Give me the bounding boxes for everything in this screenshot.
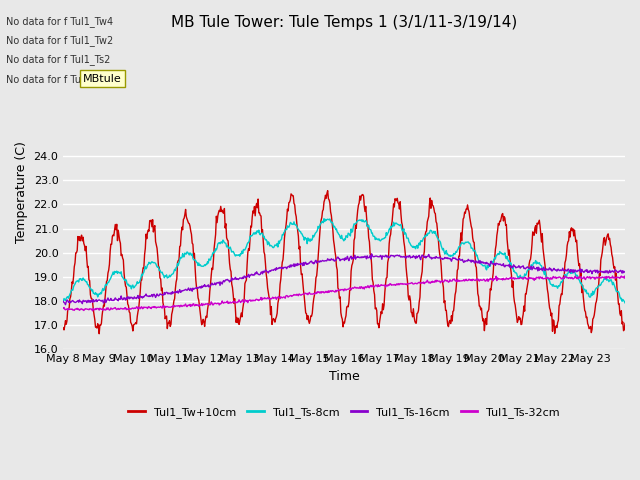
- X-axis label: Time: Time: [329, 370, 360, 383]
- Y-axis label: Temperature (C): Temperature (C): [15, 142, 28, 243]
- Text: No data for f Tul1_Ts2: No data for f Tul1_Ts2: [6, 54, 111, 65]
- Text: No data for f Tul1_Tw4: No data for f Tul1_Tw4: [6, 16, 113, 27]
- Text: No data for f Tul1_Tw2: No data for f Tul1_Tw2: [6, 35, 114, 46]
- Title: MB Tule Tower: Tule Temps 1 (3/1/11-3/19/14): MB Tule Tower: Tule Temps 1 (3/1/11-3/19…: [171, 15, 517, 30]
- Legend: Tul1_Tw+10cm, Tul1_Ts-8cm, Tul1_Ts-16cm, Tul1_Ts-32cm: Tul1_Tw+10cm, Tul1_Ts-8cm, Tul1_Ts-16cm,…: [124, 403, 564, 422]
- Text: MBtule: MBtule: [83, 73, 122, 84]
- Text: No data for f Tul1_Ts: No data for f Tul1_Ts: [6, 73, 104, 84]
